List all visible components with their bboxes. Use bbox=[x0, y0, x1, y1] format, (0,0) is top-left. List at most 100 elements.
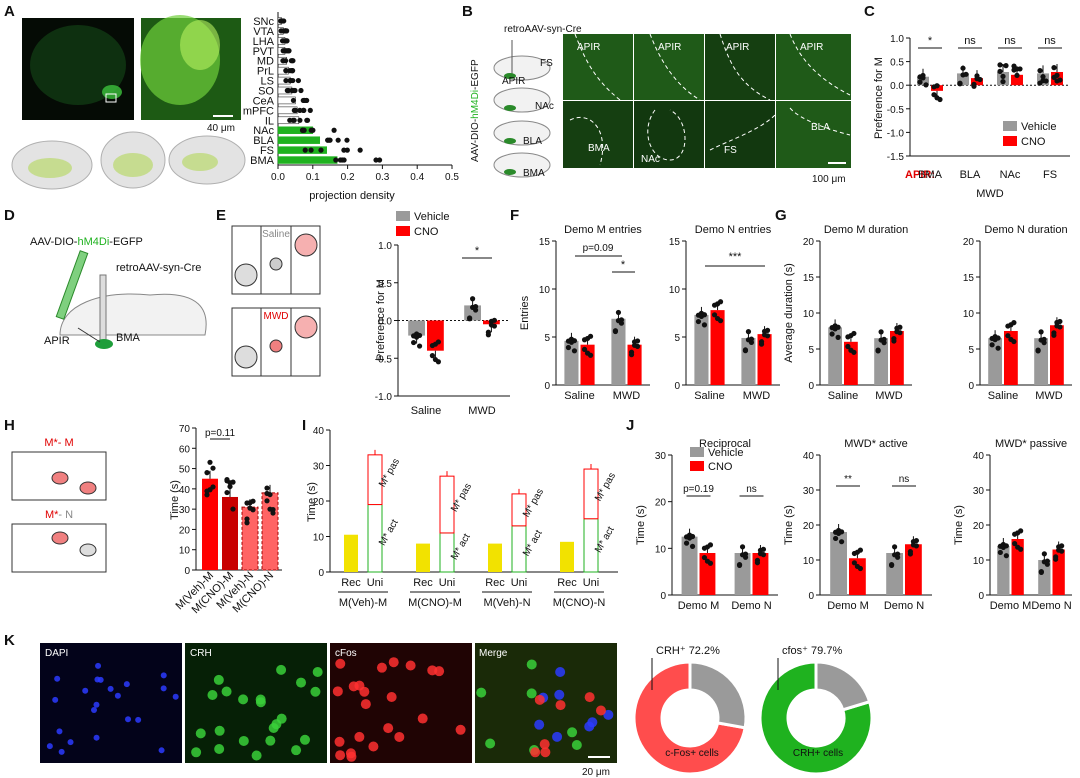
data-point bbox=[833, 535, 839, 542]
panel-h-chart: Time (s) 706050403020100M(Veh)-MM(CNO)-M… bbox=[169, 424, 282, 616]
bar bbox=[710, 310, 725, 385]
y-tick-label: 20 bbox=[179, 525, 191, 536]
x-group-label: M(CNO)-M bbox=[408, 597, 462, 609]
cell bbox=[276, 664, 287, 675]
data-point bbox=[264, 485, 270, 491]
pie-slice-positive bbox=[758, 660, 874, 776]
data-point bbox=[283, 68, 289, 74]
data-point bbox=[291, 87, 297, 94]
data-point bbox=[341, 147, 347, 153]
cell bbox=[172, 693, 179, 700]
pie-slice-negative bbox=[814, 660, 872, 712]
y-tick-label: 70 bbox=[179, 424, 191, 435]
data-point bbox=[829, 331, 835, 337]
significance-label: ns bbox=[746, 484, 757, 495]
x-tick-label: Demo N bbox=[884, 600, 924, 612]
x-tick-label: 0.0 bbox=[271, 172, 285, 183]
x-tick-label: Demo N bbox=[1031, 600, 1071, 612]
legend-label-vehicle: Vehicle bbox=[1021, 121, 1056, 133]
data-point bbox=[704, 558, 711, 564]
y-tick-label: 0 bbox=[184, 566, 190, 577]
panel-e-chart: Preference for M Vehicle CNO 1.0 0.5 0.0 -0… bbox=[375, 211, 510, 417]
data-point bbox=[207, 459, 213, 465]
panel-k: DAPI CRH cFos Merge 20 μm bbox=[40, 643, 617, 778]
data-point bbox=[1008, 336, 1014, 343]
data-point bbox=[1018, 528, 1024, 534]
x-axis-label: projection density bbox=[309, 190, 395, 202]
cell bbox=[417, 713, 428, 724]
bar bbox=[241, 506, 259, 571]
y-axis-label: Time (s) bbox=[635, 505, 647, 545]
data-point bbox=[1054, 78, 1060, 84]
data-point bbox=[244, 520, 250, 526]
panel-label-d: D bbox=[4, 207, 15, 224]
image-apir-3 bbox=[705, 34, 775, 100]
data-point bbox=[432, 356, 438, 363]
cell bbox=[238, 694, 249, 705]
data-point bbox=[875, 347, 881, 353]
data-point bbox=[288, 77, 294, 84]
data-point bbox=[278, 18, 284, 24]
data-point bbox=[851, 560, 858, 566]
cell bbox=[359, 686, 370, 697]
data-point bbox=[571, 338, 578, 344]
image-apir-1 bbox=[563, 34, 633, 100]
data-point bbox=[284, 28, 290, 34]
y-tick-label: -0.5 bbox=[887, 105, 905, 116]
y-tick-label: 20 bbox=[313, 497, 325, 508]
data-point bbox=[889, 562, 895, 568]
data-point bbox=[293, 107, 299, 113]
data-point bbox=[717, 299, 724, 305]
data-point bbox=[758, 341, 765, 347]
cell bbox=[427, 665, 438, 676]
cell bbox=[214, 744, 225, 755]
data-point bbox=[920, 75, 926, 81]
y-tick-label: BLA bbox=[253, 135, 274, 147]
arena-label-mwd: MWD bbox=[264, 311, 289, 322]
y-tick-label: -1.0 bbox=[375, 392, 393, 403]
cell bbox=[255, 697, 266, 708]
x-tick-label: FS bbox=[1043, 169, 1057, 181]
data-point bbox=[1043, 78, 1049, 84]
bar bbox=[277, 136, 321, 144]
data-point bbox=[1054, 72, 1060, 78]
x-subcategory-label: Uni bbox=[439, 577, 456, 589]
pie-slice-positive bbox=[632, 660, 747, 776]
data-point bbox=[224, 489, 230, 496]
data-point bbox=[210, 465, 216, 471]
y-tick-label: 40 bbox=[313, 426, 325, 437]
x-group-label: MWD bbox=[976, 188, 1004, 200]
data-point bbox=[264, 498, 270, 504]
data-point bbox=[299, 127, 306, 133]
image-cfos bbox=[330, 643, 472, 763]
bar-rec bbox=[488, 543, 502, 572]
data-point bbox=[683, 540, 690, 546]
y-tick-label: 40 bbox=[973, 451, 985, 462]
cell bbox=[251, 750, 262, 761]
data-point bbox=[587, 333, 594, 339]
data-point bbox=[435, 339, 441, 345]
data-point bbox=[1040, 74, 1046, 80]
data-point bbox=[1012, 540, 1018, 547]
x-tick-label: 0.4 bbox=[410, 172, 424, 183]
data-point bbox=[470, 296, 476, 302]
significance-label: ** bbox=[844, 474, 852, 485]
data-point bbox=[764, 327, 771, 333]
bar bbox=[1011, 74, 1023, 86]
legend-swatch-cno bbox=[690, 461, 704, 471]
cell bbox=[135, 716, 142, 723]
panel-d: AAV-DIO-hM4Di-EGFP retroAAV-syn-Cre APIR… bbox=[30, 236, 207, 349]
y-tick-label: 0 bbox=[318, 568, 324, 579]
data-point bbox=[1035, 347, 1041, 353]
data-point bbox=[244, 500, 250, 506]
y-tick-label: 40 bbox=[803, 451, 815, 462]
pie-slice-label: c-Fos+ cells bbox=[665, 748, 719, 759]
x-tick-label: 0.3 bbox=[375, 172, 389, 183]
y-tick-label: 40 bbox=[179, 485, 191, 496]
y-tick-label: 20 bbox=[803, 237, 815, 248]
schematic-label-bla: BLA bbox=[523, 136, 542, 147]
cell bbox=[526, 688, 537, 699]
schematic-label-bma: BMA bbox=[523, 168, 545, 179]
y-tick-label: 30 bbox=[179, 505, 191, 516]
significance-label: p=0.11 bbox=[205, 428, 236, 439]
